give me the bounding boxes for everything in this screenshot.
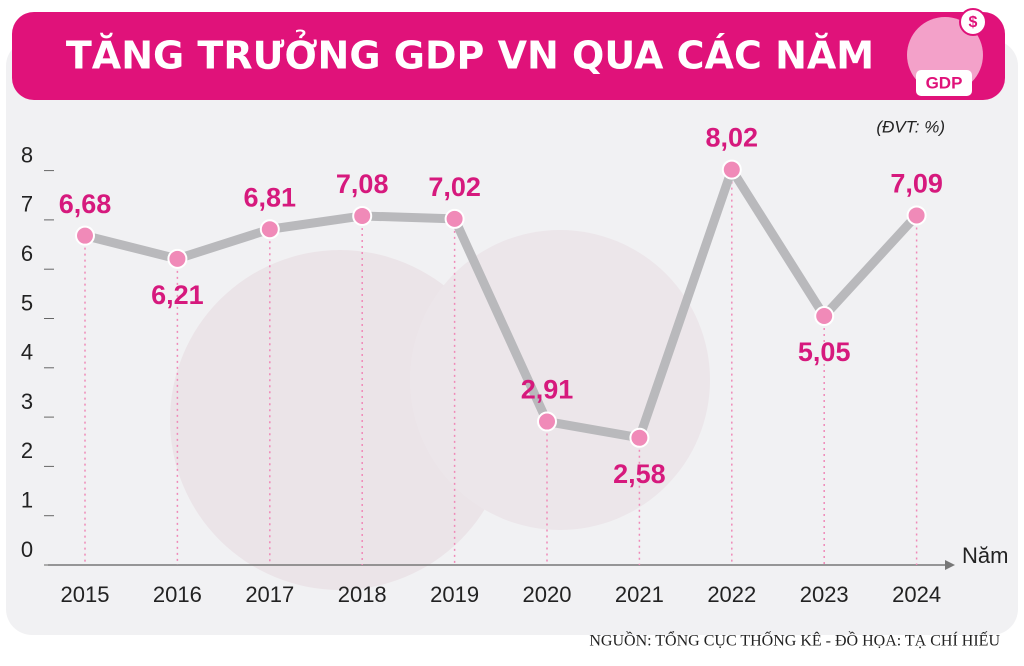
x-tick-label: 2024 (892, 582, 941, 607)
point (259, 219, 280, 240)
y-tick-label: 0 (21, 537, 33, 562)
chart-title: TĂNG TRƯỞNG GDP VN QUA CÁC NĂM (66, 30, 874, 78)
y-tick-label: 6 (21, 241, 33, 266)
y-tick-label: 3 (21, 389, 33, 414)
unit-note: (ĐVT: %) (876, 117, 945, 136)
x-tick-label: 2022 (707, 582, 756, 607)
point (75, 225, 95, 246)
y-tick-label: 8 (21, 142, 33, 167)
point (814, 306, 835, 327)
source: NGUỒN: TỔNG CỤC THỐNG KÊ - ĐỒ HỌA: TẠ CH… (589, 630, 1000, 650)
gdp-icon: $ GDP (907, 8, 987, 96)
x-tick-label: 2018 (338, 582, 387, 607)
value-label: 6,81 (244, 182, 297, 212)
watermark (410, 230, 710, 530)
value-label: 7,09 (890, 169, 943, 199)
point (167, 248, 188, 269)
x-tick-label: 2020 (523, 582, 572, 607)
point (629, 427, 650, 448)
value-label: 5,05 (798, 337, 851, 367)
point (537, 411, 557, 432)
x-tick-label: 2021 (615, 582, 664, 607)
header-banner (12, 12, 1005, 100)
y-tick-label: 4 (21, 340, 33, 365)
value-label: 2,91 (521, 375, 574, 405)
value-label: 2,58 (613, 459, 666, 489)
x-axis-label: Năm (962, 543, 1008, 568)
point (352, 205, 373, 226)
value-label: 6,68 (59, 189, 112, 219)
y-tick-label: 5 (21, 290, 33, 315)
svg-text:$: $ (969, 14, 978, 31)
y-tick-label: 2 (21, 438, 33, 463)
line (83, 165, 920, 443)
x-tick-label: 2016 (153, 582, 202, 607)
y-tick-label: 1 (21, 488, 33, 513)
point (906, 205, 927, 226)
x-tick-label: 2015 (61, 582, 110, 607)
x-tick-label: 2017 (245, 582, 294, 607)
value-label: 6,21 (151, 280, 204, 310)
icon-label: GDP (926, 73, 963, 92)
x-tick-label: 2019 (430, 582, 479, 607)
point (444, 208, 465, 229)
point (721, 159, 742, 180)
value-label: 7,02 (428, 172, 481, 202)
value-label: 8,02 (706, 123, 759, 153)
x-axis-arrow (945, 560, 955, 570)
value-label: 7,08 (336, 169, 389, 199)
x-tick-label: 2023 (800, 582, 849, 607)
y-tick-label: 7 (21, 192, 33, 217)
